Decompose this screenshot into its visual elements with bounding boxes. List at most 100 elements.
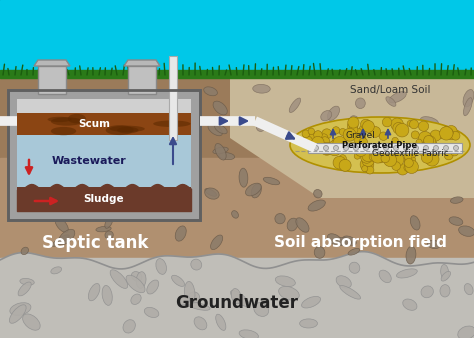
Circle shape: [407, 147, 417, 158]
Ellipse shape: [123, 320, 136, 333]
Circle shape: [383, 145, 389, 150]
Ellipse shape: [52, 235, 69, 246]
Ellipse shape: [47, 117, 72, 122]
Circle shape: [362, 154, 374, 167]
Circle shape: [329, 140, 341, 152]
Ellipse shape: [253, 84, 270, 93]
Circle shape: [383, 117, 392, 127]
Circle shape: [359, 138, 367, 146]
Ellipse shape: [106, 125, 134, 135]
Ellipse shape: [147, 280, 159, 294]
Ellipse shape: [10, 303, 31, 315]
Circle shape: [392, 137, 398, 144]
Circle shape: [371, 151, 377, 158]
Ellipse shape: [263, 177, 280, 185]
Ellipse shape: [131, 271, 142, 281]
Circle shape: [366, 166, 374, 174]
Circle shape: [393, 122, 404, 134]
Circle shape: [385, 149, 393, 157]
Text: Sludge: Sludge: [84, 194, 124, 204]
Circle shape: [425, 152, 439, 166]
Circle shape: [454, 145, 458, 150]
Circle shape: [344, 145, 348, 150]
Text: Septic tank: Septic tank: [42, 234, 148, 252]
Circle shape: [361, 151, 373, 163]
Ellipse shape: [458, 226, 474, 236]
Circle shape: [445, 128, 453, 137]
Circle shape: [361, 119, 371, 129]
Ellipse shape: [102, 285, 112, 305]
Circle shape: [436, 131, 444, 139]
Polygon shape: [230, 73, 474, 198]
Ellipse shape: [131, 294, 141, 305]
Circle shape: [362, 149, 375, 162]
Bar: [17, 113, 191, 135]
Circle shape: [383, 153, 397, 167]
Circle shape: [416, 139, 422, 145]
Circle shape: [413, 145, 419, 150]
Circle shape: [370, 126, 381, 137]
Ellipse shape: [349, 262, 360, 273]
Text: Scum: Scum: [78, 119, 110, 129]
Ellipse shape: [51, 267, 62, 274]
Circle shape: [360, 158, 374, 171]
Circle shape: [405, 160, 419, 173]
Circle shape: [422, 134, 434, 146]
Bar: [128, 66, 156, 94]
Ellipse shape: [58, 229, 75, 245]
Ellipse shape: [336, 276, 351, 288]
Ellipse shape: [301, 296, 320, 308]
Circle shape: [416, 142, 427, 152]
Circle shape: [349, 125, 358, 134]
Ellipse shape: [348, 248, 360, 255]
Ellipse shape: [23, 314, 40, 330]
Circle shape: [339, 128, 346, 136]
Polygon shape: [34, 60, 70, 66]
Text: Wastewater: Wastewater: [52, 156, 127, 166]
Ellipse shape: [18, 282, 31, 296]
Ellipse shape: [105, 217, 113, 228]
Circle shape: [451, 131, 460, 140]
Ellipse shape: [156, 259, 166, 274]
Bar: [0, 0, 474, 73]
Ellipse shape: [109, 126, 145, 132]
Circle shape: [404, 152, 412, 160]
Bar: [0, 73, 474, 238]
Ellipse shape: [340, 286, 361, 299]
Circle shape: [354, 153, 360, 159]
Ellipse shape: [232, 211, 238, 218]
Circle shape: [302, 130, 310, 138]
Ellipse shape: [356, 98, 365, 108]
Ellipse shape: [440, 285, 450, 297]
Circle shape: [347, 121, 358, 131]
Ellipse shape: [275, 276, 295, 287]
Ellipse shape: [389, 92, 406, 103]
Ellipse shape: [420, 117, 438, 126]
Ellipse shape: [279, 286, 299, 300]
Circle shape: [404, 164, 411, 171]
Circle shape: [322, 129, 332, 139]
Circle shape: [356, 128, 362, 135]
Circle shape: [392, 162, 401, 170]
Ellipse shape: [126, 275, 145, 293]
Circle shape: [343, 128, 356, 141]
Ellipse shape: [178, 295, 190, 305]
Circle shape: [447, 129, 457, 140]
Ellipse shape: [246, 183, 261, 196]
Ellipse shape: [328, 234, 343, 246]
Bar: [38, 66, 66, 94]
Circle shape: [320, 137, 330, 146]
Circle shape: [404, 154, 416, 166]
Ellipse shape: [136, 272, 146, 288]
Ellipse shape: [464, 98, 472, 116]
Circle shape: [354, 145, 358, 150]
Circle shape: [347, 142, 358, 153]
Circle shape: [344, 131, 352, 140]
Ellipse shape: [105, 231, 113, 239]
Ellipse shape: [145, 307, 159, 317]
Bar: [17, 135, 191, 187]
Ellipse shape: [21, 247, 28, 255]
Circle shape: [397, 164, 408, 175]
Circle shape: [322, 144, 333, 154]
Circle shape: [430, 130, 441, 141]
